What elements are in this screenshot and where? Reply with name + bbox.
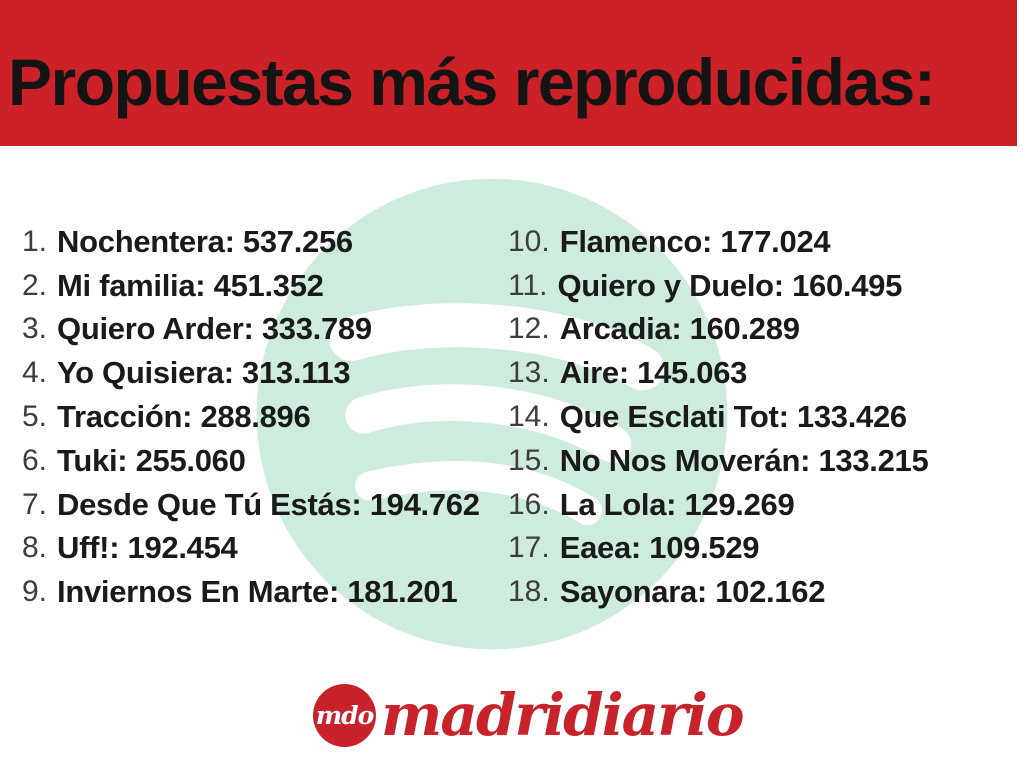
header-banner: Propuestas más reproducidas: [0, 0, 1017, 146]
song-entry: Yo Quisiera: 313.113 [57, 355, 351, 391]
song-list-column-left: 1. Nochentera: 537.256 2. Mi familia: 451.3… [22, 220, 480, 614]
madridiario-logo: mdo madridiario [313, 681, 745, 749]
list-item: 18. Sayonara: 102.162 [508, 570, 928, 614]
song-entry: Que Esclati Tot: 133.426 [559, 399, 907, 435]
list-item: 6. Tuki: 255.060 [22, 439, 480, 483]
list-item: 12. Arcadia: 160.289 [508, 308, 928, 352]
rank-number: 6. [22, 443, 48, 477]
list-item: 10. Flamenco: 177.024 [508, 220, 928, 264]
list-item: 15. No Nos Moverán: 133.215 [508, 439, 929, 483]
rank-number: 7. [22, 487, 48, 521]
rank-number: 14. [508, 400, 550, 434]
list-item: 5. Tracción: 288.896 [22, 395, 480, 439]
song-entry: Tuki: 255.060 [57, 442, 246, 478]
list-item: 8. Uff!: 192.454 [22, 527, 480, 571]
song-entry: No Nos Moverán: 133.215 [559, 442, 929, 478]
rank-number: 18. [508, 575, 550, 609]
song-entry: Quiero Arder: 333.789 [57, 311, 372, 347]
rank-number: 3. [22, 312, 48, 346]
list-item: 14. Que Esclati Tot: 133.426 [508, 395, 928, 439]
song-entry: Mi familia: 451.352 [57, 267, 324, 303]
song-entry: Inviernos En Marte: 181.201 [57, 574, 458, 610]
list-item: 16. La Lola: 129.269 [508, 483, 928, 527]
song-entry: Flamenco: 177.024 [559, 223, 831, 259]
rank-number: 2. [22, 268, 48, 302]
list-item: 9. Inviernos En Marte: 181.201 [22, 570, 480, 614]
list-item: 1. Nochentera: 537.256 [22, 220, 480, 264]
rank-number: 16. [508, 487, 550, 521]
rank-number: 4. [22, 356, 48, 390]
song-entry: Quiero y Duelo: 160.495 [557, 267, 903, 303]
song-list: 1. Nochentera: 537.256 2. Mi familia: 451.3… [0, 220, 1024, 620]
song-entry: Desde Que Tú Estás: 194.762 [57, 486, 480, 522]
mdo-badge-icon: mdo [313, 684, 376, 747]
rank-number: 12. [508, 312, 550, 346]
mdo-badge-label: mdo [315, 701, 375, 730]
song-entry: La Lola: 129.269 [559, 486, 795, 522]
rank-number: 9. [22, 575, 48, 609]
song-entry: Eaea: 109.529 [559, 530, 760, 566]
list-item: 3. Quiero Arder: 333.789 [22, 308, 480, 352]
page-title: Propuestas más reproducidas: [8, 45, 936, 119]
song-entry: Sayonara: 102.162 [559, 574, 826, 610]
song-entry: Uff!: 192.454 [57, 530, 238, 566]
list-item: 4. Yo Quisiera: 313.113 [22, 351, 480, 395]
rank-number: 8. [22, 531, 48, 565]
rank-number: 10. [508, 224, 550, 258]
list-item: 17. Eaea: 109.529 [508, 527, 928, 571]
song-list-column-right: 10. Flamenco: 177.024 11. Quiero y Duelo: 1… [508, 220, 929, 614]
list-item: 2. Mi familia: 451.352 [22, 264, 480, 308]
rank-number: 11. [508, 268, 548, 302]
rank-number: 1. [22, 224, 48, 258]
spotify-logo-icon [256, 178, 728, 650]
song-entry: Aire: 145.063 [559, 355, 748, 391]
rank-number: 13. [508, 356, 550, 390]
song-entry: Nochentera: 537.256 [57, 223, 353, 259]
song-entry: Arcadia: 160.289 [559, 311, 800, 347]
spotify-logo-path [256, 178, 728, 650]
rank-number: 5. [22, 400, 48, 434]
madridiario-wordmark: madridiario [381, 681, 745, 749]
rank-number: 15. [508, 443, 550, 477]
list-item: 7. Desde Que Tú Estás: 194.762 [22, 483, 480, 527]
list-item: 11. Quiero y Duelo: 160.495 [508, 264, 928, 308]
rank-number: 17. [508, 531, 550, 565]
list-item: 13. Aire: 145.063 [508, 351, 928, 395]
song-entry: Tracción: 288.896 [57, 399, 311, 435]
